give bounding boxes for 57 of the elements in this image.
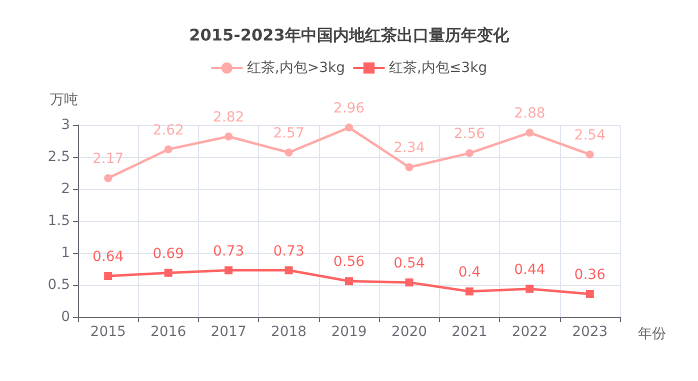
data-label: 0.64 [92,249,124,266]
point [224,132,233,141]
point [586,150,594,158]
data-label: 0.73 [212,243,244,260]
data-label: 2.54 [574,127,606,144]
data-label: 2.88 [514,106,546,122]
x-axis-title: 年份 [638,326,666,342]
point [284,266,293,274]
data-label: 0.73 [273,243,304,260]
legend-label: 红茶,内包>3kg [246,60,346,76]
point [405,278,414,286]
point [104,272,112,280]
data-label: 0.44 [514,262,546,278]
data-label: 0.54 [394,255,425,272]
x-tick-label: 2017 [210,324,246,340]
data-label: 2.62 [152,122,184,138]
data-label: 0.4 [458,264,481,280]
point [405,163,414,172]
point [284,148,293,157]
y-tick-label: 3 [61,117,70,133]
x-tick-label: 2018 [270,324,307,340]
y-tick-label: 2 [61,181,70,197]
x-tick-label: 2022 [512,324,548,340]
data-label: 2.17 [92,151,124,168]
legend-label: 红茶,内包≤3kg [389,60,488,76]
x-tick-label: 2021 [452,324,488,340]
chart-title: 2015-2023年中国内地红茶出口量历年变化 [189,26,510,44]
point [104,174,112,182]
y-tick-label: 1.5 [48,213,70,229]
data-label: 2.56 [454,126,486,142]
y-tick-label: 0 [61,309,70,325]
y-axis-title: 万吨 [50,92,78,108]
data-label: 0.69 [152,246,184,262]
point [224,266,233,274]
point [345,124,353,132]
y-tick-label: 0.5 [48,277,70,293]
data-label: 0.56 [333,254,365,270]
point [164,268,172,277]
data-label: 2.82 [212,110,244,126]
point [164,145,172,154]
x-tick-label: 2016 [150,324,186,340]
y-tick-label: 1 [61,245,70,261]
data-label: 2.57 [273,126,304,142]
point [526,284,534,293]
point [345,277,353,286]
point [465,149,474,158]
data-label: 0.36 [574,266,606,283]
point [526,128,534,137]
data-label: 2.34 [394,140,425,156]
x-tick-label: 2023 [572,324,608,340]
x-tick-label: 2020 [391,324,428,340]
point [586,290,594,298]
x-tick-label: 2015 [90,324,126,340]
point [465,287,474,296]
data-label: 2.96 [333,100,365,117]
x-tick-label: 2019 [331,324,367,340]
y-tick-label: 2.5 [48,149,70,165]
